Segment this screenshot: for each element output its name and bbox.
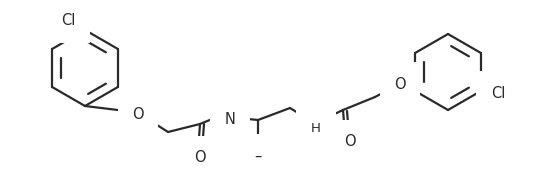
Text: N: N [225,112,236,126]
Text: Cl: Cl [61,13,75,28]
Text: H: H [311,122,321,134]
Text: H: H [225,103,235,116]
Text: O: O [132,106,144,122]
Text: O: O [194,151,206,165]
Text: O: O [344,134,356,150]
Text: –: – [254,149,262,163]
Text: Cl: Cl [491,85,506,101]
Text: O: O [394,76,406,92]
Text: N: N [311,112,321,126]
